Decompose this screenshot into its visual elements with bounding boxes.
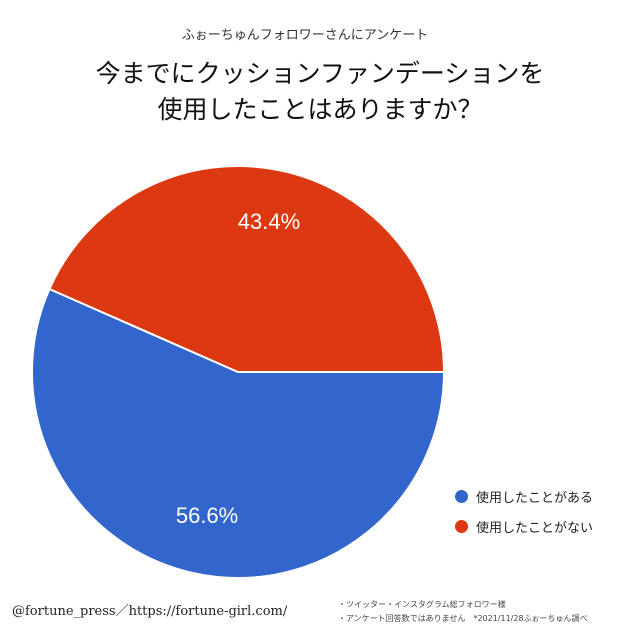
chart-title-line-2: 使用したことはありますか？	[157, 95, 483, 124]
pie-slice-used	[31, 287, 446, 579]
slice-label-not-used: 43.4%	[238, 209, 300, 234]
legend-swatch-not-used	[455, 519, 468, 533]
legend-label-not-used: 使用したことがない	[476, 520, 594, 536]
pie-slice-not-used	[48, 165, 446, 373]
footnotes: ・ツイッター・インスタグラム総フォロワー様 ・アンケート回答数ではありません *…	[338, 598, 634, 626]
footnote-2: ・アンケート回答数ではありません *2021/11/28ふぉーちゅん調べ	[338, 614, 588, 623]
slice-label-used: 56.6%	[176, 503, 238, 528]
chart-title: 今までにクッションファンデーションを 使用したことはありますか？	[0, 56, 640, 128]
chart-title-line-1: 今までにクッションファンデーションを	[95, 59, 545, 88]
footnote-1: ・ツイッター・インスタグラム総フォロワー様	[338, 600, 506, 609]
legend-swatch-used	[455, 489, 468, 503]
chart-legend: 使用したことがある 使用したことがない	[455, 486, 593, 546]
legend-item-used: 使用したことがある	[455, 486, 593, 506]
legend-label-used: 使用したことがある	[476, 490, 594, 506]
chart-subtitle: ふぉーちゅんフォロワーさんにアンケート	[181, 28, 429, 43]
credit-text: @fortune_press／https://fortune-girl.com/	[12, 604, 288, 619]
legend-item-not-used: 使用したことがない	[455, 516, 593, 536]
